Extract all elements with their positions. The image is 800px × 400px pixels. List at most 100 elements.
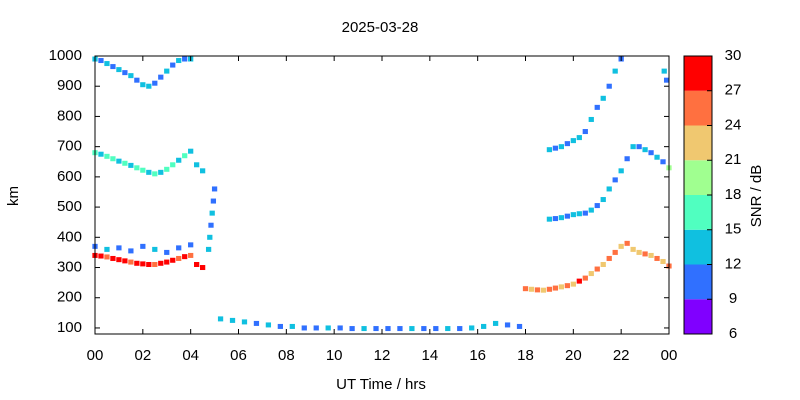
data-cell: [612, 249, 618, 255]
x-axis-label: UT Time / hrs: [336, 376, 426, 393]
data-cell: [104, 153, 110, 159]
data-cell: [349, 326, 355, 332]
data-cell: [210, 198, 217, 204]
data-cell: [140, 243, 146, 249]
data-cell: [110, 255, 116, 261]
data-cell: [194, 162, 200, 168]
x-tick-label: 02: [134, 347, 151, 364]
data-cell: [552, 216, 559, 222]
colorbar-tick-label: 24: [725, 116, 742, 133]
data-cell: [433, 326, 439, 332]
data-cell: [612, 177, 618, 183]
data-cell: [600, 262, 606, 267]
data-cell: [570, 212, 576, 218]
data-cell: [654, 154, 660, 160]
data-cell: [128, 248, 134, 254]
data-cell: [558, 284, 565, 290]
data-cell: [253, 320, 260, 326]
data-cell: [570, 281, 576, 287]
data-cell: [588, 271, 594, 277]
data-cell: [104, 246, 110, 252]
data-cell: [116, 158, 122, 164]
data-cell: [98, 151, 104, 157]
data-cell: [134, 77, 140, 83]
colorbar-segment: [684, 56, 712, 91]
data-cell: [110, 64, 116, 70]
data-cell: [194, 262, 200, 267]
colorbar-segment: [684, 90, 712, 126]
data-cell: [140, 261, 146, 267]
data-cell: [588, 116, 594, 122]
data-cell: [182, 153, 188, 159]
data-cell: [199, 168, 206, 174]
x-tick-label: 08: [278, 347, 295, 364]
data-cell: [588, 207, 594, 213]
x-tick-label: 20: [565, 347, 582, 364]
colorbar-segment: [684, 229, 712, 265]
data-cell: [582, 129, 588, 135]
data-cell: [373, 326, 379, 332]
data-cell: [146, 83, 152, 89]
data-cell: [594, 203, 600, 209]
data-cell: [152, 262, 158, 267]
data-cell: [128, 162, 134, 168]
data-cell: [540, 287, 547, 293]
data-cell: [600, 197, 606, 203]
data-cell: [546, 286, 553, 292]
y-tick-label: 200: [57, 289, 82, 306]
data-cell: [289, 323, 295, 329]
data-cell: [158, 74, 164, 80]
data-cell: [140, 167, 146, 173]
data-cell: [457, 326, 463, 332]
data-cell: [361, 326, 367, 332]
data-cell: [421, 326, 427, 332]
y-tick-label: 700: [57, 138, 82, 155]
data-cell: [630, 144, 636, 150]
data-cell: [606, 255, 612, 261]
x-tick-label: 18: [517, 347, 534, 364]
data-cell: [116, 67, 122, 73]
x-tick-label: 22: [613, 347, 630, 364]
y-tick-label: 1000: [49, 47, 82, 64]
x-tick-label: 00: [87, 347, 104, 364]
data-cell: [337, 325, 343, 331]
data-cell: [618, 243, 624, 249]
data-cell: [188, 242, 194, 248]
data-cell: [104, 61, 110, 67]
data-cell: [648, 150, 654, 156]
data-cell: [164, 259, 170, 265]
data-cell: [158, 260, 164, 266]
data-cell: [546, 147, 553, 153]
data-cell: [134, 165, 140, 171]
data-cell: [576, 135, 582, 141]
data-cell: [152, 80, 158, 86]
plot-frame: [94, 55, 670, 335]
x-tick-label: 06: [230, 347, 247, 364]
colorbar-tick-label: 6: [729, 325, 737, 342]
data-cell: [182, 254, 188, 260]
x-tick-label: 16: [469, 347, 486, 364]
colorbar-segment: [684, 160, 712, 195]
colorbar-tick-label: 18: [725, 186, 742, 203]
data-cell: [636, 144, 642, 150]
data-cell: [170, 257, 176, 263]
data-cell: [152, 171, 158, 177]
data-cell: [624, 156, 630, 162]
data-cell: [208, 222, 214, 228]
data-cell: [534, 287, 541, 293]
colorbar-tick-label: 15: [725, 221, 742, 238]
data-cell: [128, 73, 134, 79]
data-cell: [594, 104, 600, 110]
data-cell: [152, 246, 158, 252]
data-cell: [661, 68, 667, 74]
data-cell: [642, 147, 648, 153]
data-cell: [660, 159, 666, 165]
x-tick-label: 04: [182, 347, 199, 364]
data-cell: [122, 70, 128, 76]
y-tick-label: 500: [57, 198, 82, 215]
data-cell: [618, 168, 624, 174]
data-cell: [397, 326, 403, 332]
data-cell: [176, 255, 182, 261]
data-cell: [522, 286, 529, 292]
